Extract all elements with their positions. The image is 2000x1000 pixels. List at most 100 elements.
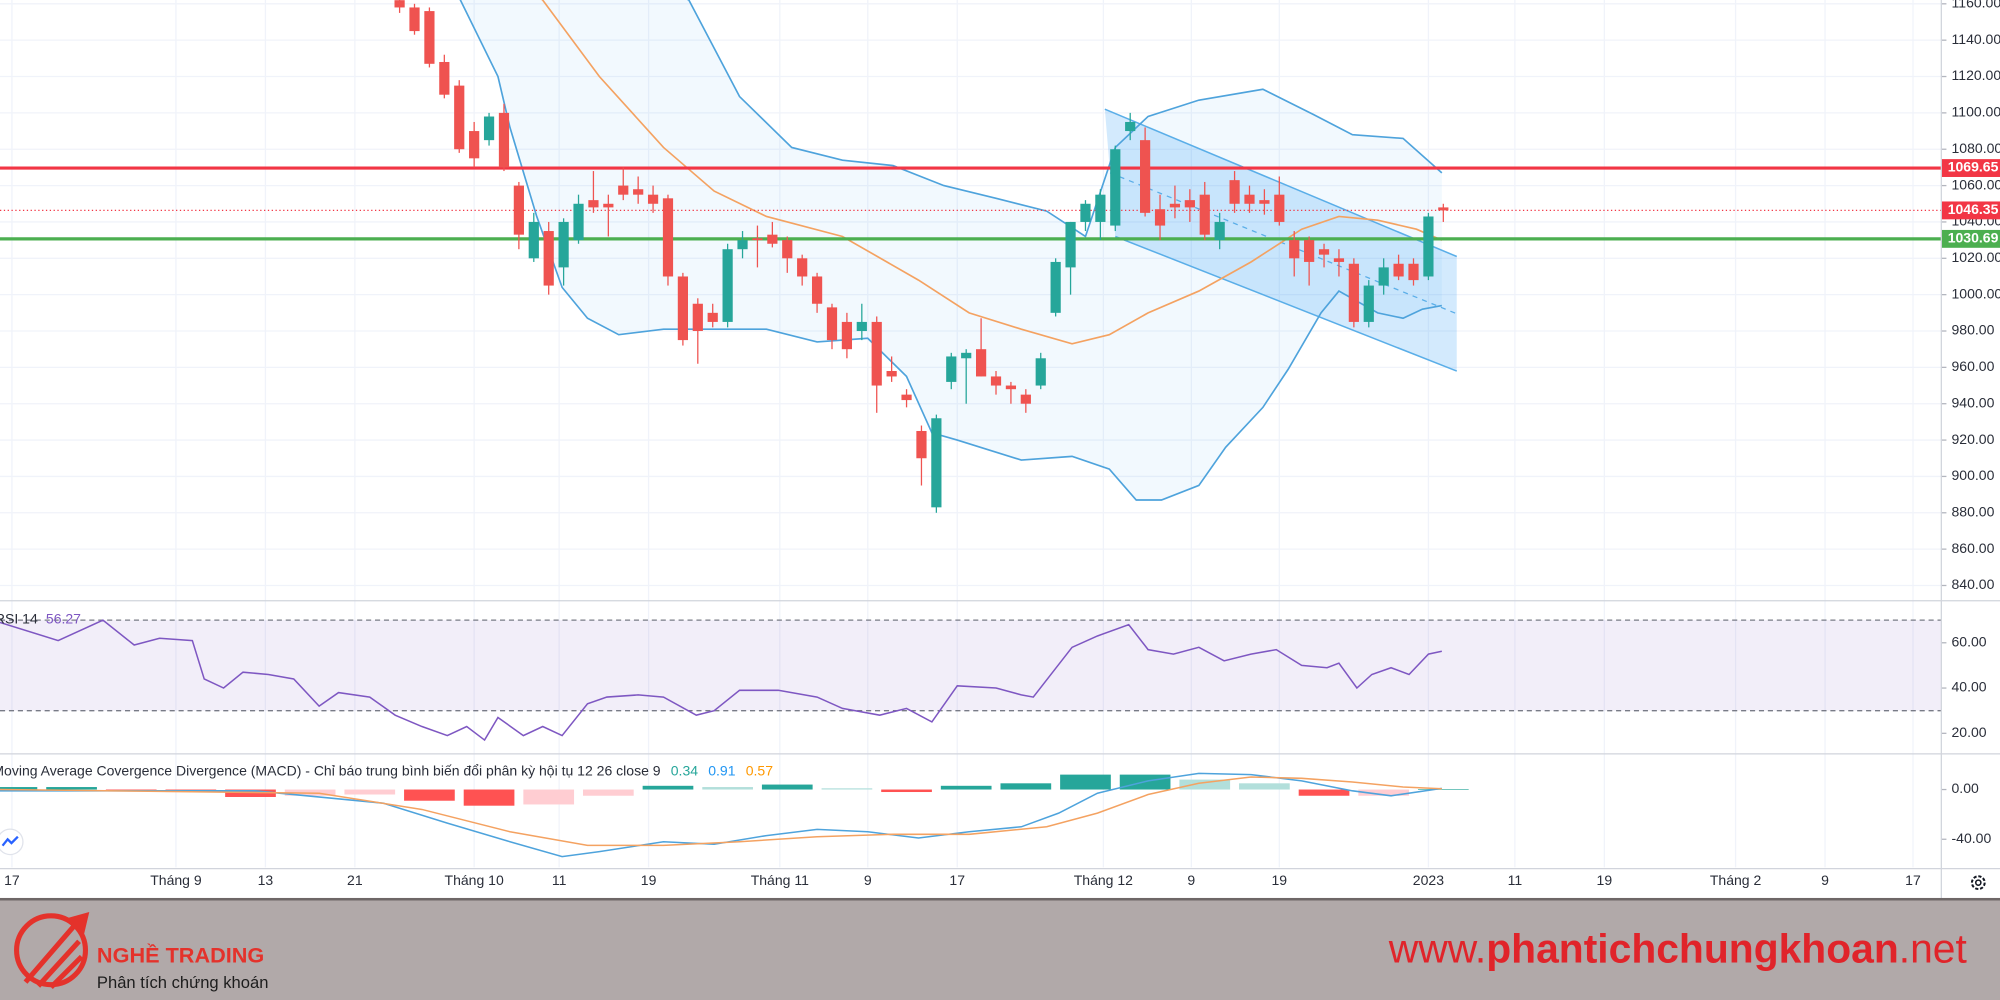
y-tick-label: 900.00 xyxy=(1952,467,1995,483)
macd-histogram-bar xyxy=(1298,789,1350,796)
macd-histogram-bar xyxy=(0,787,38,790)
footer xyxy=(0,900,2000,1000)
candle-body xyxy=(409,7,420,32)
x-tick-label: 9 xyxy=(864,872,872,888)
candle-body xyxy=(722,249,733,322)
macd-readout: 0.91 xyxy=(708,762,735,778)
macd-histogram-bar xyxy=(1179,779,1231,790)
candle-body xyxy=(1169,203,1181,208)
candle-body xyxy=(558,221,569,268)
candle-body xyxy=(1199,194,1210,235)
candle-body xyxy=(975,349,987,377)
macd-title: Moving Average Covergence Divergence (MA… xyxy=(0,762,661,778)
settings-icon[interactable] xyxy=(1970,875,1986,891)
price-level-label: 1046.35 xyxy=(1948,201,1999,217)
indicator-line xyxy=(541,0,1443,345)
candle-body xyxy=(737,240,748,250)
macd-histogram-bar xyxy=(582,789,634,796)
y-tick-label: 1120.00 xyxy=(1952,67,2000,83)
x-tick-label: 19 xyxy=(1597,872,1613,888)
candle-body xyxy=(394,0,405,8)
candle-body xyxy=(1035,358,1046,386)
candle-body xyxy=(1214,221,1225,241)
macd-histogram-bar xyxy=(1239,783,1290,790)
y-tick-label: 840.00 xyxy=(1952,576,1995,592)
x-tick-label: 13 xyxy=(258,872,274,888)
indicator-line xyxy=(459,0,1442,501)
candle-body xyxy=(603,203,614,208)
candle-body xyxy=(647,194,659,204)
candle-body xyxy=(961,352,972,359)
indicator-icon[interactable] xyxy=(0,828,24,856)
macd-histogram-bar xyxy=(1358,789,1410,796)
x-tick-label: 2023 xyxy=(1413,872,1444,888)
x-tick-label: 17 xyxy=(4,872,20,888)
macd-histogram-bar xyxy=(642,785,694,790)
price-level-box xyxy=(1941,159,2000,177)
x-tick-label: Tháng 2 xyxy=(1710,872,1762,888)
x-tick-label: 19 xyxy=(641,872,657,888)
candle-body xyxy=(469,131,480,159)
footer-border xyxy=(0,897,2000,901)
candle-body xyxy=(1393,263,1404,277)
candle-body xyxy=(841,321,853,350)
macd-histogram-bar xyxy=(344,789,396,795)
macd-histogram-bar xyxy=(940,785,992,790)
y-tick-label: 1060.00 xyxy=(1952,176,2000,192)
candle-body xyxy=(618,185,629,195)
candle-body xyxy=(1005,385,1017,390)
macd-readout: 0.34 xyxy=(671,762,698,778)
candle-body xyxy=(1438,207,1449,211)
x-tick-label: 19 xyxy=(1272,872,1288,888)
candle-body xyxy=(1333,258,1345,262)
candle-body xyxy=(946,356,957,382)
y-tick-label: 1020.00 xyxy=(1952,249,2000,265)
x-tick-label: 11 xyxy=(552,872,567,888)
x-tick-label: Tháng 11 xyxy=(751,872,809,888)
x-tick-label: 9 xyxy=(1187,872,1195,888)
candle-body xyxy=(1154,209,1166,226)
candle-body xyxy=(1348,263,1359,322)
price-level-label: 1069.65 xyxy=(1948,159,1999,175)
candle-body xyxy=(1304,240,1315,262)
candle-body xyxy=(856,321,867,332)
candle-body xyxy=(1065,221,1076,268)
candle-body xyxy=(633,189,644,195)
x-tick-label: 11 xyxy=(1508,872,1523,888)
candle-body xyxy=(1184,200,1195,208)
candle-body xyxy=(677,276,688,341)
candle-body xyxy=(1244,194,1255,204)
candle-body xyxy=(752,238,763,241)
y-tick-label: 60.00 xyxy=(1952,633,1987,649)
candle-body xyxy=(707,312,718,322)
x-tick-label: 21 xyxy=(347,872,363,888)
macd-histogram-bar xyxy=(1417,789,1469,790)
macd-histogram-bar xyxy=(881,789,932,793)
url-main: phantichchungkhoan xyxy=(1486,925,1899,971)
candle-body xyxy=(588,200,599,208)
y-tick-label: 40.00 xyxy=(1952,679,1987,695)
y-tick-label: 940.00 xyxy=(1952,394,1995,410)
y-tick-label: 20.00 xyxy=(1952,724,1987,740)
macd-histogram-bar xyxy=(404,789,455,801)
rsi-band xyxy=(0,620,1942,711)
macd-histogram-bar xyxy=(761,784,813,790)
candle-body xyxy=(901,394,912,401)
candle-body xyxy=(1274,194,1285,222)
candle-body xyxy=(1318,249,1330,255)
x-tick-label: Tháng 10 xyxy=(445,872,504,888)
y-tick-label: 0.00 xyxy=(1952,780,1979,796)
macd-histogram-bar xyxy=(225,789,276,797)
candle-body xyxy=(990,376,1002,386)
candle-body xyxy=(1125,121,1136,132)
macd-histogram-bar xyxy=(702,787,753,790)
x-tick-label: Tháng 12 xyxy=(1074,872,1133,888)
candle-body xyxy=(528,221,539,259)
y-tick-label: 1140.00 xyxy=(1952,31,2000,47)
candle-body xyxy=(1095,194,1106,222)
candle-body xyxy=(424,11,435,64)
macd-histogram-bar xyxy=(821,788,873,790)
url-prefix: www. xyxy=(1388,925,1486,971)
